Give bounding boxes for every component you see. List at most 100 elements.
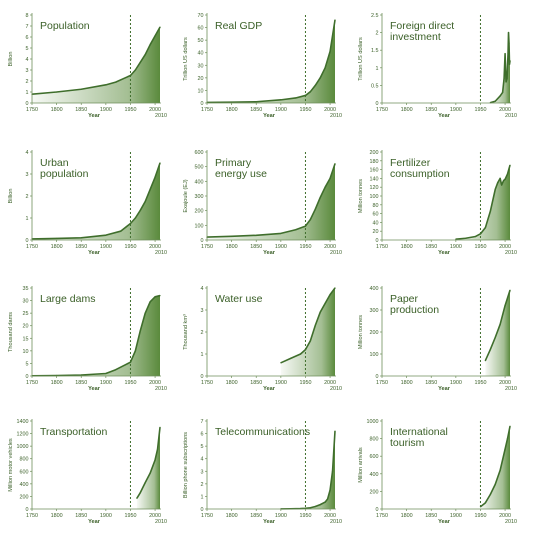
y-tick-label: 6 xyxy=(26,35,29,41)
data-point xyxy=(334,287,336,289)
x-tick-label-end: 2010 xyxy=(330,250,342,256)
chart-title-line: Paper xyxy=(390,293,419,305)
data-point xyxy=(105,84,107,86)
chart-panel-3: 0 0.5 1 1.5 2 2.5 1750 1800 1850 1900 1950 20002010… xyxy=(358,13,517,119)
y-tick-label: 4 xyxy=(201,457,204,463)
data-point xyxy=(154,176,156,178)
chart-title-line: production xyxy=(390,304,439,316)
y-tick-label: 400 xyxy=(370,286,379,292)
chart-title-line: Water use xyxy=(215,293,263,305)
y-tick-label: 30 xyxy=(23,299,29,305)
x-tick-label: 1900 xyxy=(275,380,287,386)
x-tick-label: 1800 xyxy=(226,244,238,250)
y-tick-label: 3 xyxy=(26,172,29,178)
data-line xyxy=(479,426,511,508)
y-axis-label: Million arrivals xyxy=(358,447,364,483)
chart-title-line: Telecommunications xyxy=(215,426,310,438)
y-tick-label: 0 xyxy=(376,101,379,107)
chart-panel-9: 0 100 200 300 400 1750 1800 1850 1900 1950 2000201… xyxy=(358,286,517,392)
x-tick-label: 2000 xyxy=(149,513,161,519)
chart-panel-6: 0 20 40 60 80 100 120 140 160 180 200 1750 1800 1850 1… xyxy=(358,150,517,256)
data-point xyxy=(105,372,107,375)
y-tick-label: 3 xyxy=(201,308,204,314)
y-tick-label: 400 xyxy=(20,482,29,488)
y-tick-label: 40 xyxy=(198,51,204,57)
y-tick-label: 7 xyxy=(26,24,29,30)
x-tick-label: 1750 xyxy=(26,513,38,519)
y-tick-label: 60 xyxy=(373,212,379,218)
data-point xyxy=(159,162,161,164)
data-line xyxy=(280,287,336,364)
x-tick-label: 1850 xyxy=(75,244,87,250)
x-tick-label: 1900 xyxy=(100,380,112,386)
y-tick-label: 4 xyxy=(201,286,204,292)
x-tick-label: 1950 xyxy=(299,107,311,113)
area-fill xyxy=(490,32,510,103)
data-point xyxy=(494,188,496,190)
chart-title-line: population xyxy=(40,168,89,180)
x-tick-label-end: 2010 xyxy=(505,519,517,525)
data-point xyxy=(139,330,141,332)
area-fill xyxy=(280,431,335,509)
x-axis-label: Year xyxy=(263,386,276,392)
x-tick-label: 1950 xyxy=(124,107,136,113)
x-tick-label: 1800 xyxy=(226,513,238,519)
x-tick-label: 1800 xyxy=(401,513,413,519)
y-tick-label: 300 xyxy=(370,308,379,314)
data-point xyxy=(334,163,336,165)
data-point xyxy=(319,77,321,79)
data-point xyxy=(506,173,509,175)
chart-title: Telecommunications xyxy=(215,426,310,438)
data-point xyxy=(494,483,496,485)
x-tick-label: 1800 xyxy=(401,107,413,113)
data-point xyxy=(309,340,311,342)
data-point xyxy=(105,234,107,236)
data-point xyxy=(295,229,297,231)
chart-title: Fertilizer consumption xyxy=(390,157,450,180)
data-point xyxy=(149,472,151,474)
y-tick-label: 1 xyxy=(26,90,29,96)
y-tick-label: 20 xyxy=(198,76,204,82)
y-tick-label: 400 xyxy=(370,472,379,478)
data-point xyxy=(231,101,233,103)
y-axis-label: Exajoule (EJ) xyxy=(183,179,189,212)
x-tick-label: 2000 xyxy=(324,380,336,386)
y-tick-label: 600 xyxy=(370,454,379,460)
y-tick-label: 0 xyxy=(376,374,379,380)
data-point xyxy=(509,289,511,291)
chart-panel-12: 0 200 400 600 800 1000 1750 1800 1850 1900 1950 200… xyxy=(358,419,517,525)
y-tick-label: 200 xyxy=(20,494,29,500)
x-tick-label: 1950 xyxy=(474,244,486,250)
y-tick-label: 200 xyxy=(370,489,379,495)
y-tick-label: 0 xyxy=(26,507,29,513)
data-point xyxy=(115,81,117,83)
data-point xyxy=(509,425,511,427)
data-point xyxy=(319,504,321,506)
data-point xyxy=(280,232,282,234)
data-point xyxy=(144,200,146,203)
data-line xyxy=(206,19,336,104)
data-point xyxy=(304,507,307,509)
y-tick-label: 400 xyxy=(195,179,204,185)
data-point xyxy=(134,69,136,71)
data-point xyxy=(280,362,282,364)
y-tick-label: 10 xyxy=(23,349,29,355)
y-tick-label: 2 xyxy=(26,194,29,200)
data-point xyxy=(290,357,292,359)
y-axis-label: Thousand km³ xyxy=(183,314,189,350)
area-fill xyxy=(136,427,160,509)
y-tick-label: 80 xyxy=(373,203,379,209)
x-tick-label: 1750 xyxy=(201,244,213,250)
y-tick-label: 200 xyxy=(370,330,379,336)
y-tick-label: 800 xyxy=(20,457,29,463)
y-tick-label: 3 xyxy=(201,469,204,475)
y-tick-label: 300 xyxy=(195,194,204,200)
x-tick-label: 2000 xyxy=(499,380,511,386)
x-tick-label: 1750 xyxy=(376,380,388,386)
chart-panel-7: 0 5 10 15 20 25 30 35 1750 1800 1850 1900 1950 200020… xyxy=(8,286,167,392)
data-point xyxy=(144,482,146,484)
y-tick-label: 50 xyxy=(198,38,204,44)
y-tick-label: 600 xyxy=(20,469,29,475)
x-axis-label: Year xyxy=(438,519,451,525)
